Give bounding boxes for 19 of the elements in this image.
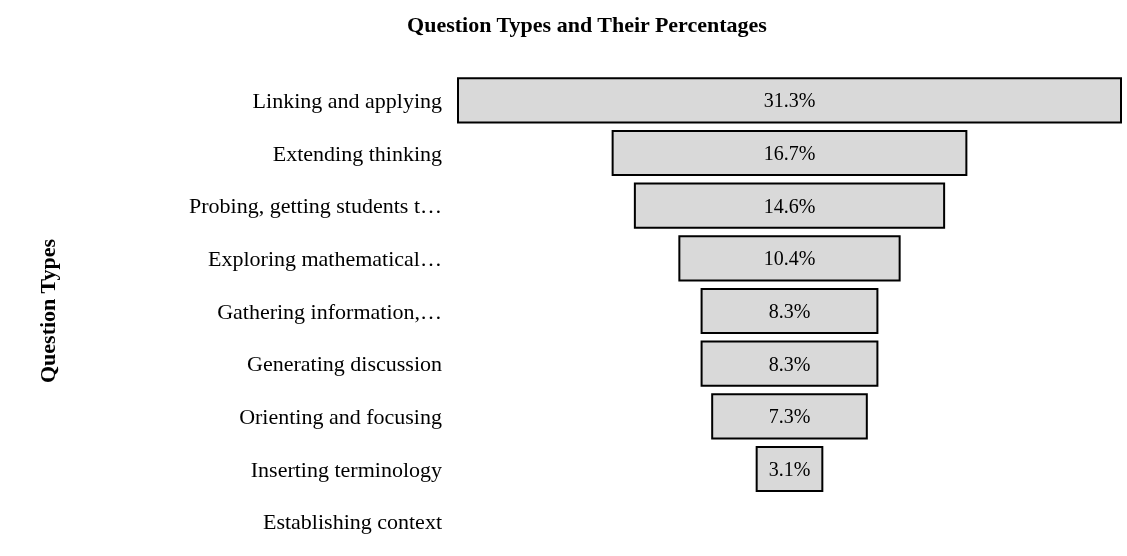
data-label: 31.3% [763,89,816,112]
data-label: 3.1% [768,458,811,480]
category-label: Exploring mathematical… [208,245,442,271]
category-label: Linking and applying [252,87,442,113]
category-label: Inserting terminology [250,456,442,482]
category-label: Extending thinking [272,140,442,166]
category-label: Gathering information,… [217,298,442,324]
text: Question Types and Their Percentages [407,11,768,37]
data-label: 7.3% [768,405,811,428]
data-label: 8.3% [768,352,811,375]
text: Question Types [34,238,60,384]
category-label: Generating discussion [247,351,442,377]
data-label: 16.7% [763,142,816,164]
category-label: Probing, getting students t… [189,193,442,219]
data-label: 10.4% [763,247,816,270]
data-label: 14.6% [763,194,816,217]
category-label: Establishing context [262,509,442,535]
category-label: Orienting and focusing [239,403,442,429]
data-label: 8.3% [768,300,811,322]
